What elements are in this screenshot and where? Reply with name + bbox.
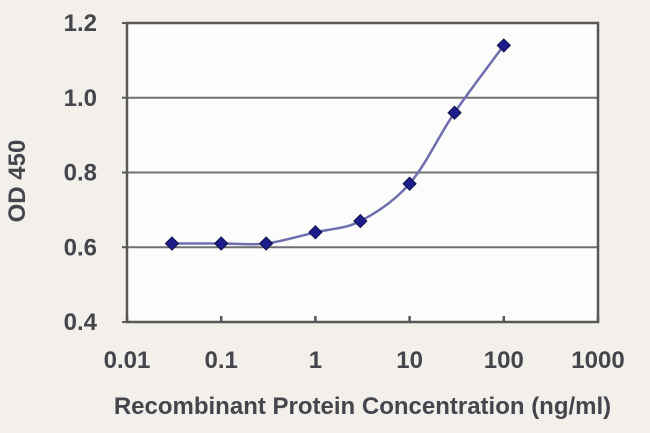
x-tick-label: 1000 xyxy=(571,347,624,374)
data-point-diamond xyxy=(402,176,417,191)
x-tick-label: 10 xyxy=(396,347,423,374)
y-tick-label: 1.0 xyxy=(64,85,97,112)
y-tick-labels: 0.4 0.6 0.8 1.0 1.2 xyxy=(64,10,98,336)
y-tick-label: 0.8 xyxy=(64,160,97,187)
y-tick-label: 0.4 xyxy=(64,309,98,336)
data-point-diamond xyxy=(258,236,274,251)
data-markers xyxy=(164,38,512,251)
x-axis-title: Recombinant Protein Concentration (ng/ml… xyxy=(114,393,611,420)
plot-frame xyxy=(125,21,600,324)
x-tick-label: 100 xyxy=(484,347,524,374)
data-point-diamond xyxy=(353,213,368,229)
data-point-diamond xyxy=(164,236,180,251)
data-point-diamond xyxy=(213,236,229,251)
data-point-diamond xyxy=(447,105,462,120)
y-axis-title: OD 450 xyxy=(4,140,31,223)
x-tick-label: 1 xyxy=(309,347,322,374)
y-tick-label: 1.2 xyxy=(64,10,97,37)
x-tick-label: 0.1 xyxy=(205,347,238,374)
y-tick-label: 0.6 xyxy=(64,234,97,261)
x-tick-labels: 0.01 0.1 1 10 100 1000 xyxy=(104,347,625,374)
data-point-diamond xyxy=(308,225,323,240)
x-tick-label: 0.01 xyxy=(104,347,151,374)
data-point-diamond xyxy=(496,38,512,53)
